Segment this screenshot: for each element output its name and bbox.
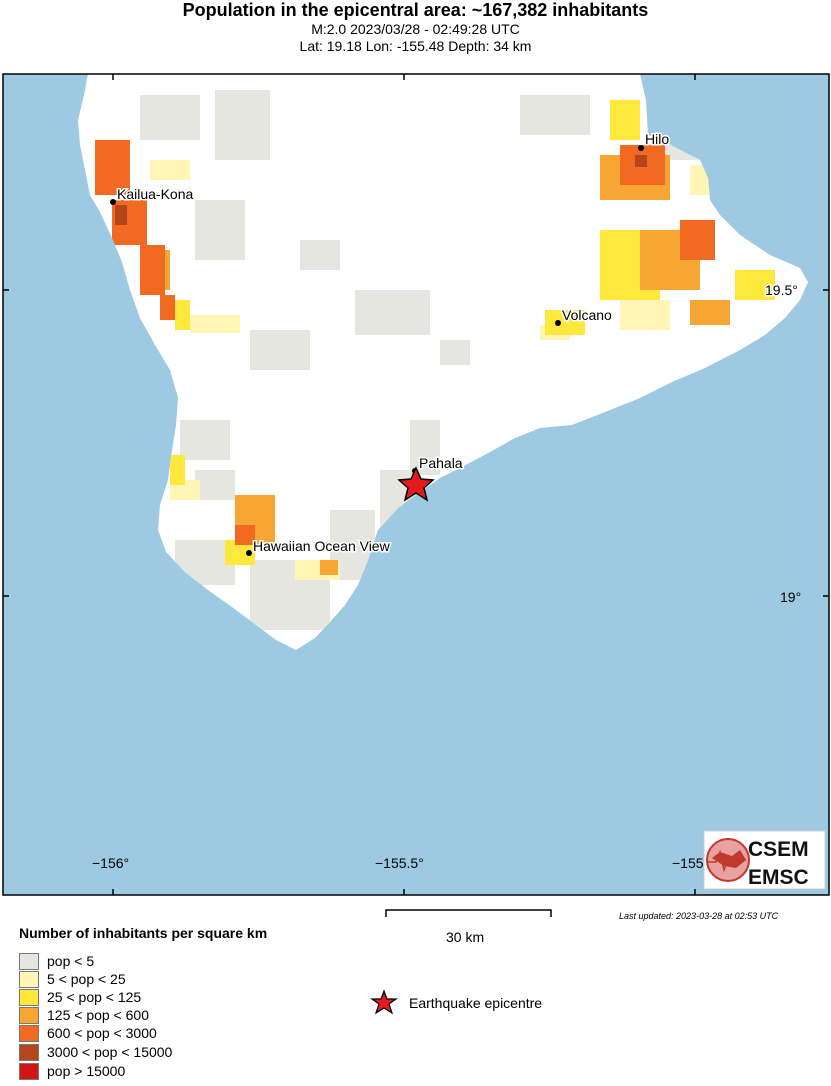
legend-epicentre-label: Earthquake epicentre bbox=[409, 995, 543, 1011]
legend-swatch bbox=[19, 970, 39, 988]
place-labels: Hilo Kailua-Kona 19.5° Volcano Pahala Ha… bbox=[116, 130, 800, 556]
population-density-layer bbox=[95, 90, 775, 630]
legend-item: 25 < pop < 125 bbox=[19, 988, 141, 1006]
legend-swatch bbox=[19, 1043, 39, 1061]
density-high bbox=[95, 140, 715, 545]
legend-swatch bbox=[19, 952, 39, 970]
legend-swatch bbox=[19, 1062, 39, 1080]
legend-label: 5 < pop < 25 bbox=[47, 971, 126, 987]
logo-emsc: EMSC bbox=[748, 866, 809, 889]
legend-item: pop > 15000 bbox=[19, 1062, 125, 1080]
logo-csem: CSEM bbox=[748, 838, 809, 861]
label-hilo: Hilo bbox=[645, 131, 669, 147]
frame-ticks bbox=[3, 74, 829, 895]
label-hawaiian-ocean-view: Hawaiian Ocean View bbox=[253, 538, 391, 554]
label-lat-19-5: 19.5° bbox=[765, 282, 798, 298]
volcano-marker bbox=[555, 320, 561, 326]
label-kailua-kona: Kailua-Kona bbox=[117, 186, 193, 202]
legend-swatch bbox=[19, 1006, 39, 1024]
legend-item: pop < 5 bbox=[19, 952, 94, 970]
label-volcano: Volcano bbox=[562, 307, 612, 323]
legend-item: 5 < pop < 25 bbox=[19, 970, 126, 988]
lon-tick-labels: −156° −155.5° −155 bbox=[92, 855, 704, 871]
density-very-high bbox=[115, 155, 647, 225]
legend-item: 3000 < pop < 15000 bbox=[19, 1043, 172, 1061]
map-title: Population in the epicentral area: ~167,… bbox=[182, 0, 649, 20]
legend-epicentre-star bbox=[370, 989, 398, 1015]
density-medium bbox=[150, 155, 730, 575]
hilo-marker bbox=[638, 145, 644, 151]
legend-item: 125 < pop < 600 bbox=[19, 1006, 149, 1024]
label-pahala: Pahala bbox=[419, 455, 463, 471]
scale-bar bbox=[385, 909, 552, 917]
csem-emsc-logo: CSEM EMSC bbox=[703, 830, 826, 890]
lon-tick-155-5: −155.5° bbox=[375, 855, 424, 871]
lon-tick-155: −155 bbox=[672, 855, 704, 871]
event-info: M:2.0 2023/03/28 - 02:49:28 UTC bbox=[311, 21, 520, 37]
lon-tick-156: −156° bbox=[92, 855, 129, 871]
legend-label: 600 < pop < 3000 bbox=[47, 1025, 157, 1041]
event-location: Lat: 19.18 Lon: -155.48 Depth: 34 km bbox=[299, 38, 532, 54]
legend-label: 125 < pop < 600 bbox=[47, 1007, 149, 1023]
epicentre-star bbox=[397, 466, 435, 502]
scale-bar-label: 30 km bbox=[446, 929, 485, 945]
hawaiian-ocean-view-marker bbox=[246, 550, 252, 556]
density-low bbox=[140, 90, 700, 630]
legend-label: 3000 < pop < 15000 bbox=[47, 1044, 173, 1060]
legend-item: 600 < pop < 3000 bbox=[19, 1024, 157, 1042]
kailua-kona-marker bbox=[110, 199, 116, 205]
legend-label: 25 < pop < 125 bbox=[47, 989, 142, 1005]
legend-swatch bbox=[19, 1024, 39, 1042]
legend-swatch bbox=[19, 988, 39, 1006]
lat-tick-19: 19° bbox=[780, 589, 801, 605]
legend-label: pop > 15000 bbox=[47, 1063, 126, 1079]
legend-label: pop < 5 bbox=[47, 953, 95, 969]
map-frame bbox=[2, 73, 830, 896]
legend-title: Number of inhabitants per square km bbox=[19, 925, 268, 941]
last-updated: Last updated: 2023-03-28 at 02:53 UTC bbox=[619, 911, 779, 921]
